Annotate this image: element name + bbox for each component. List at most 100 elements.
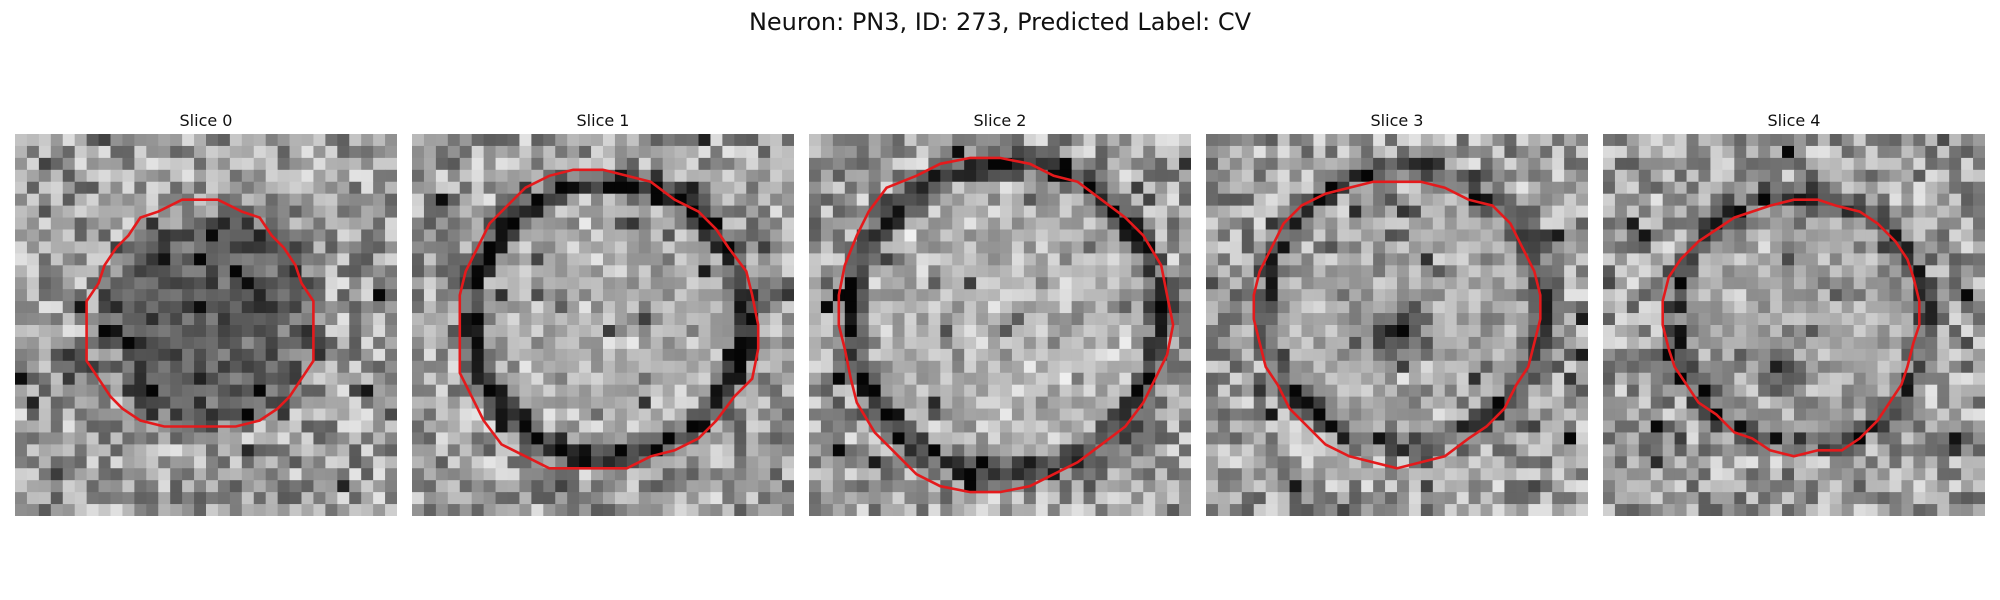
pixel: [507, 336, 520, 350]
pixel: [412, 444, 425, 457]
pixel: [1444, 372, 1458, 386]
pixel: [122, 384, 135, 398]
pixel: [988, 313, 1001, 326]
pixel: [1829, 360, 1843, 374]
slice-panel-3: Slice 3: [1206, 108, 1588, 516]
pixel: [1083, 480, 1096, 493]
pixel: [567, 253, 580, 266]
pixel: [15, 432, 28, 445]
pixel: [423, 241, 437, 254]
pixel: [662, 336, 676, 350]
pixel: [1155, 241, 1168, 254]
pixel: [1000, 205, 1013, 218]
pixel: [746, 265, 759, 278]
pixel: [1973, 420, 1985, 433]
pixel: [385, 253, 397, 266]
pixel: [1782, 360, 1795, 374]
pixel: [1179, 336, 1191, 350]
pixel: [734, 241, 747, 254]
pixel: [519, 277, 532, 290]
pixel: [1000, 217, 1013, 230]
pixel: [1000, 313, 1013, 326]
pixel: [423, 277, 437, 290]
pixel: [782, 504, 794, 516]
pixel: [710, 360, 723, 374]
pixel: [809, 301, 822, 314]
pixel: [1408, 360, 1422, 374]
pixel: [1131, 241, 1144, 254]
pixel: [952, 205, 965, 218]
pixel: [229, 480, 243, 493]
pixel: [1444, 504, 1458, 516]
pixel: [1277, 480, 1290, 493]
pixel: [495, 456, 508, 469]
pixel: [253, 313, 267, 326]
pixel: [976, 432, 989, 445]
pixel: [964, 265, 977, 278]
pixel: [1540, 193, 1553, 207]
pixel: [1734, 289, 1747, 302]
pixel: [868, 193, 882, 207]
pixel: [1480, 265, 1493, 278]
pixel: [1516, 468, 1529, 481]
pixel: [1698, 134, 1711, 147]
pixel: [1397, 325, 1410, 338]
pixel: [1829, 134, 1843, 147]
pixel: [603, 372, 616, 386]
pixel: [1961, 205, 1974, 218]
pixel: [809, 134, 822, 147]
pixel: [471, 181, 485, 195]
pixel: [770, 277, 783, 290]
pixel: [1973, 277, 1985, 290]
pixel: [543, 420, 556, 433]
pixel: [1841, 432, 1855, 445]
pixel: [1805, 348, 1819, 362]
pixel: [98, 277, 111, 290]
pixel: [1564, 360, 1577, 374]
pixel: [1468, 420, 1481, 433]
pixel: [1206, 301, 1219, 314]
pixel: [1397, 217, 1410, 230]
pixel: [447, 432, 461, 445]
pixel: [507, 181, 520, 195]
pixel: [1626, 253, 1640, 266]
pixel: [1265, 253, 1279, 266]
pixel: [1420, 396, 1434, 409]
pixel: [1722, 193, 1735, 207]
pixel: [1698, 169, 1711, 183]
pixel: [435, 396, 449, 409]
pixel: [182, 396, 195, 409]
pixel: [1289, 169, 1302, 183]
pixel: [206, 408, 219, 421]
pixel: [809, 277, 822, 290]
pixel: [674, 241, 687, 254]
pixel: [1035, 360, 1049, 374]
pixel: [1710, 432, 1723, 445]
pixel: [1217, 480, 1231, 493]
pixel: [531, 360, 544, 374]
pixel: [832, 253, 846, 266]
pixel: [253, 193, 267, 207]
pixel: [62, 444, 76, 457]
pixel: [301, 253, 314, 266]
pixel: [1337, 193, 1350, 207]
pixel: [182, 313, 195, 326]
pixel: [1758, 372, 1771, 386]
pixel: [809, 169, 822, 183]
pixel: [26, 277, 40, 290]
pixel: [1083, 241, 1096, 254]
pixel: [1071, 360, 1084, 374]
pixel: [1361, 313, 1374, 326]
pixel: [626, 480, 640, 493]
pixel: [1614, 420, 1628, 433]
pixel: [1805, 205, 1819, 218]
pixel: [146, 229, 159, 242]
pixel: [1313, 181, 1326, 195]
pixel: [1686, 456, 1699, 469]
pixel: [916, 492, 929, 505]
pixel: [809, 193, 822, 207]
pixel: [1698, 384, 1711, 398]
pixel: [50, 396, 64, 409]
pixel: [1973, 396, 1985, 409]
pixel: [134, 253, 147, 266]
